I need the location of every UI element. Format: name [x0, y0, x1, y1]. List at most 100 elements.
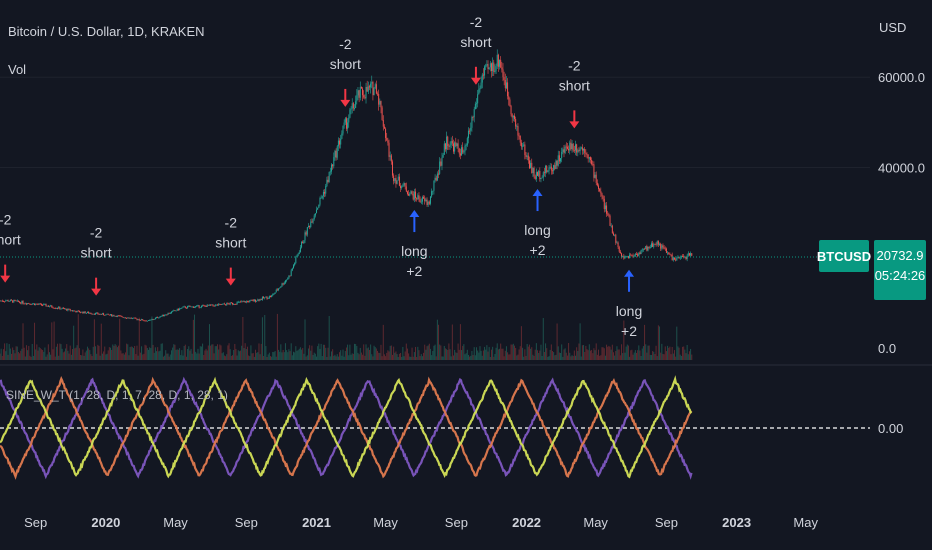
- volume-bar: [183, 345, 185, 360]
- volume-bar: [417, 346, 419, 360]
- volume-bar: [500, 343, 502, 360]
- candle-body: [618, 247, 620, 252]
- candle-body: [217, 304, 219, 306]
- candle-body: [488, 67, 490, 70]
- candle-body: [109, 314, 111, 316]
- volume-bar: [91, 356, 93, 360]
- volume-bar: [371, 354, 373, 360]
- candle-body: [274, 292, 276, 294]
- volume-bar: [355, 344, 357, 360]
- volume-bar: [302, 347, 304, 360]
- countdown-value: 05:24:26: [874, 268, 926, 283]
- candle-body: [135, 317, 137, 319]
- volume-bar: [650, 355, 652, 360]
- volume-bar: [644, 324, 646, 360]
- candle-body: [518, 135, 520, 137]
- volume-bar: [429, 348, 431, 360]
- candle-body: [573, 150, 575, 152]
- volume-bar: [683, 346, 685, 360]
- volume-bar: [89, 350, 91, 360]
- candle-body: [301, 241, 303, 248]
- volume-bar: [565, 352, 567, 360]
- candle-body: [654, 243, 656, 245]
- candle-body: [90, 313, 92, 314]
- candle-body: [62, 307, 64, 309]
- candle-body: [261, 297, 263, 300]
- candle-body: [123, 317, 125, 319]
- candle-body: [662, 245, 664, 248]
- candle-body: [511, 114, 513, 118]
- volume-bar: [621, 344, 623, 360]
- volume-bar: [46, 354, 48, 360]
- volume-bar: [673, 350, 675, 360]
- candle-body: [218, 304, 220, 306]
- ticker-badge[interactable]: BTCUSD: [817, 240, 871, 272]
- volume-bar: [345, 347, 347, 360]
- volume-bar: [156, 351, 158, 360]
- long-signal-label: long: [401, 243, 427, 259]
- candle-body: [562, 149, 564, 152]
- candle-body: [180, 308, 182, 310]
- volume-bar: [36, 344, 38, 360]
- candle-body: [245, 301, 247, 303]
- candle-body: [86, 311, 88, 313]
- volume-bar: [395, 351, 397, 360]
- candle-body: [124, 317, 126, 319]
- volume-bar: [532, 354, 534, 360]
- volume-bar: [112, 344, 114, 360]
- volume-bar: [138, 317, 140, 360]
- candle-body: [181, 307, 183, 309]
- candle-body: [25, 303, 27, 305]
- volume-bar: [61, 348, 63, 360]
- candle-body: [683, 256, 685, 257]
- volume-bar: [438, 324, 440, 360]
- volume-bar: [152, 344, 154, 360]
- candle-body: [137, 319, 139, 321]
- indicator-label[interactable]: SINE_W_T (1, 28, D, 1, 7, 28, D, 1, 28, …: [6, 388, 228, 402]
- candle-body: [238, 301, 240, 303]
- candle-body: [538, 170, 540, 176]
- candle-body: [63, 308, 65, 310]
- volume-bar: [418, 350, 420, 360]
- volume-bar: [557, 346, 559, 360]
- volume-bar: [606, 344, 608, 360]
- candle-body: [664, 248, 666, 250]
- candle-body: [351, 103, 353, 109]
- short-signal-label: -2: [470, 14, 483, 30]
- candle-body: [607, 213, 609, 215]
- candle-body: [461, 147, 463, 156]
- symbol-title[interactable]: Bitcoin / U.S. Dollar, 1D, KRAKEN: [8, 24, 205, 39]
- volume-bar: [256, 352, 258, 360]
- volume-bar: [191, 353, 193, 360]
- x-tick-label: 2021: [302, 515, 331, 530]
- volume-bar: [93, 319, 95, 360]
- volume-label[interactable]: Vol: [8, 62, 27, 77]
- volume-bar: [48, 352, 50, 360]
- volume-bar: [83, 355, 85, 360]
- volume-bar: [383, 354, 385, 360]
- candle-body: [34, 303, 36, 306]
- volume-bar: [600, 355, 602, 360]
- candle-body: [642, 248, 644, 250]
- volume-bar: [131, 346, 133, 360]
- volume-bar: [35, 349, 37, 360]
- volume-bar: [486, 345, 488, 360]
- volume-bar: [387, 350, 389, 360]
- candle-body: [204, 305, 206, 307]
- volume-bar: [531, 347, 533, 360]
- candle-body: [179, 308, 181, 311]
- volume-bar: [101, 353, 103, 360]
- candle-body: [534, 176, 536, 179]
- volume-bar: [391, 354, 393, 360]
- candle-body: [388, 142, 390, 157]
- volume-bar: [115, 345, 117, 360]
- volume-bar: [687, 354, 689, 360]
- volume-bar: [58, 355, 60, 360]
- candle-body: [578, 150, 580, 152]
- volume-bar: [82, 349, 84, 360]
- candle-body: [476, 103, 478, 105]
- candle-body: [113, 315, 115, 317]
- volume-bar: [52, 349, 54, 360]
- candle-body: [568, 148, 570, 151]
